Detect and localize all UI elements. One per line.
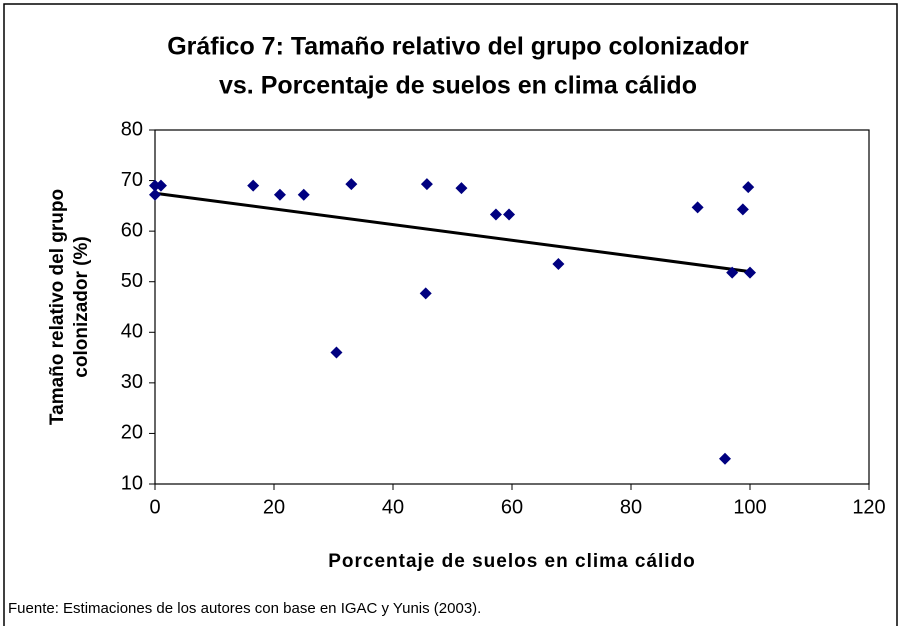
point (154, 179, 167, 192)
y-tick-label: 20 (121, 422, 143, 444)
point (419, 287, 432, 300)
point (330, 346, 343, 359)
x-tick-label: 60 (501, 496, 523, 518)
x-tick-label: 40 (382, 496, 404, 518)
point (503, 208, 516, 221)
x-tick-label: 20 (263, 496, 285, 518)
point (736, 203, 749, 216)
chart-title: Gráfico 7: Tamaño relativo del grupo col… (167, 33, 749, 61)
x-tick-label: 80 (620, 496, 642, 518)
y-axis-label: Tamaño relativo del grupo (47, 189, 68, 425)
x-tick-label: 0 (149, 496, 160, 518)
point (247, 179, 260, 192)
point (691, 201, 704, 214)
y-tick-label: 80 (121, 118, 143, 140)
chart-title: vs. Porcentaje de suelos en clima cálido (219, 72, 697, 100)
point (297, 188, 310, 201)
x-tick-label: 120 (852, 496, 885, 518)
point (744, 266, 756, 279)
point (420, 178, 433, 191)
point (489, 208, 502, 221)
y-tick-label: 70 (121, 169, 143, 191)
source-note: Fuente: Estimaciones de los autores con … (8, 600, 481, 617)
y-axis-label: colonizador (%) (71, 236, 92, 377)
y-tick-label: 40 (121, 321, 143, 343)
y-tick-label: 60 (121, 219, 143, 241)
y-tick-label: 10 (121, 472, 143, 494)
y-tick-label: 30 (121, 371, 143, 393)
point (719, 452, 732, 465)
x-axis-label: Porcentaje de suelos en clima cálido (328, 551, 696, 572)
x-tick-label: 100 (733, 496, 766, 518)
point (742, 181, 755, 194)
point (273, 188, 286, 201)
point (552, 258, 565, 271)
point (345, 178, 358, 191)
point (455, 182, 468, 195)
point (149, 188, 161, 201)
point (726, 266, 739, 279)
chart-border (3, 3, 898, 626)
trend-line (154, 191, 751, 274)
y-tick-label: 50 (121, 270, 143, 292)
